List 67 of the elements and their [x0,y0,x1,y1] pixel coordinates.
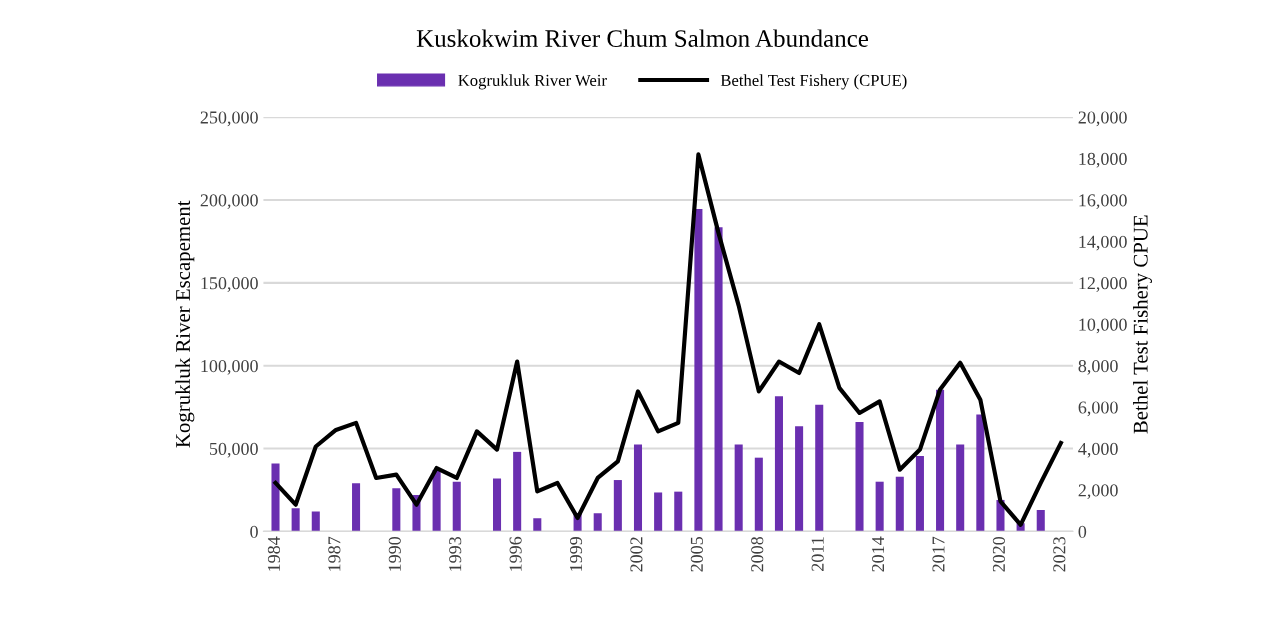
bar [271,463,280,532]
x-tick-label: 2020 [992,536,1005,572]
x-tick-label: 1999 [569,537,583,571]
bar [936,389,945,532]
y2-tick-label: 12,000 [1079,277,1127,292]
x-tick-label: 1993 [449,536,462,571]
legend-label: Bethel Test Fishery (CPUE) [720,74,907,90]
bar [633,444,643,532]
y2-tick-label: 16,000 [1079,194,1127,210]
x-tick-label: 1996 [509,536,522,571]
bar [392,488,401,532]
bar [613,480,622,532]
bar [714,227,723,532]
bar [291,508,300,532]
bar [915,456,924,532]
bar [593,513,602,532]
bar [754,457,763,532]
bar [311,511,320,532]
y-tick-label: 150,000 [201,277,258,292]
y2-tick-label: 4,000 [1078,442,1118,458]
x-tick-label: 2011 [811,537,824,571]
chart-title: Kuskokwim River Chum Salmon Abundance [416,29,869,47]
line-series [273,152,1063,527]
y2-tick-label: 8,000 [1078,359,1118,375]
bar [432,470,441,532]
y-axis-title: Kogrukluk River Escapement [175,200,195,448]
bar [533,518,542,532]
x-tick-label: 1984 [267,536,281,571]
bar [352,483,361,532]
bar [674,491,683,532]
legend-label: Kogrukluk River Weir [458,74,607,90]
y2-tick-label: 6,000 [1078,401,1118,417]
bar [654,492,663,532]
y2-axis-title: Bethel Test Fishery CPUE [1133,215,1152,434]
y2-tick-label: 14,000 [1079,235,1127,251]
bar [956,444,965,532]
y2-tick-label: 2,000 [1078,484,1118,500]
x-tick-label: 2008 [751,536,764,572]
bar [976,414,985,532]
y-tick-label: 200,000 [200,194,258,210]
bar [795,426,804,532]
x-tick-label: 1987 [328,536,341,571]
bar [855,422,864,532]
y2-tick-label: 20,000 [1078,111,1127,127]
bar [452,481,461,532]
x-tick-label: 2017 [932,536,945,572]
bar [493,478,502,532]
x-tick-label: 2023 [1053,536,1066,572]
bar [1036,509,1045,532]
bar [774,396,783,532]
bar [513,451,522,532]
bar [875,481,884,532]
y2-tick-label: 18,000 [1079,152,1127,168]
bar [815,404,824,532]
x-tick-label: 1990 [388,536,401,571]
x-tick-label: 2014 [871,536,885,572]
y2-tick-label: 10,000 [1079,318,1127,334]
x-tick-label: 2005 [690,536,703,572]
y-tick-label: 50,000 [209,442,258,458]
bar [734,444,743,532]
bar [694,209,703,532]
y-tick-label: 0 [250,525,258,538]
y-tick-label: 250,000 [200,111,258,127]
bar [895,476,904,532]
y2-tick-label: 0 [1078,525,1087,538]
y-tick-label: 100,000 [201,359,258,375]
x-tick-label: 2002 [630,537,643,572]
